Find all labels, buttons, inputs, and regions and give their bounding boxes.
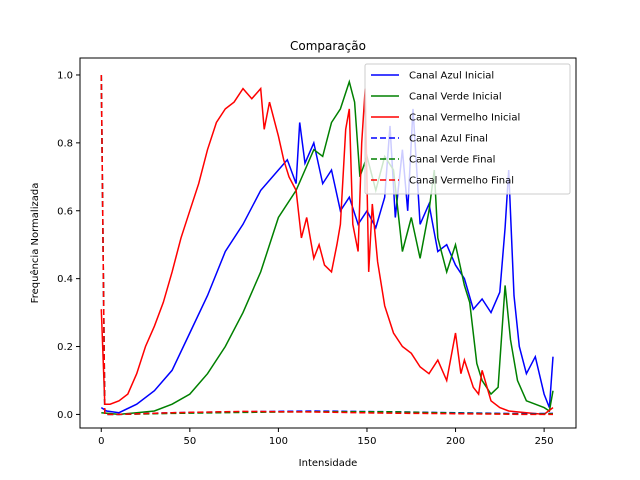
legend-label: Canal Vermelho Final (409, 176, 514, 187)
legend-label: Canal Vermelho Inicial (409, 113, 520, 124)
y-tick-label: 0.6 (57, 206, 73, 217)
plot-frame (79, 57, 577, 429)
series-line-5 (100, 74, 553, 416)
y-tick-label: 1.0 (57, 70, 73, 81)
y-tick-label: 0.0 (57, 410, 73, 421)
y-tick-label: 0.4 (57, 274, 73, 285)
legend: Canal Azul Inicial Canal Verde Inicial Can… (364, 63, 571, 195)
x-tick-label: 50 (183, 436, 196, 447)
legend-label: Canal Azul Inicial (409, 71, 494, 82)
x-tick-label: 250 (535, 436, 554, 447)
x-tick-label: 100 (269, 436, 288, 447)
legend-box (364, 63, 571, 195)
x-tick-label: 150 (357, 436, 376, 447)
x-tick-label: 0 (98, 436, 104, 447)
x-tick-label: 200 (446, 436, 465, 447)
chart-title: Comparação (290, 39, 366, 53)
x-axis: 0 50 100 150 200 250 (98, 428, 554, 447)
series-line-0 (100, 108, 554, 414)
x-axis-label: Intensidade (299, 458, 358, 469)
y-tick-label: 0.8 (57, 138, 73, 149)
legend-label: Canal Verde Final (409, 155, 495, 166)
y-tick-label: 0.2 (57, 342, 73, 353)
legend-label: Canal Verde Inicial (409, 92, 502, 103)
y-axis-label: Frequência Normalizada (29, 183, 41, 304)
legend-label: Canal Azul Final (409, 134, 488, 145)
y-axis: 0.0 0.2 0.4 0.6 0.8 1.0 (57, 70, 80, 421)
series-line-2 (100, 86, 554, 416)
